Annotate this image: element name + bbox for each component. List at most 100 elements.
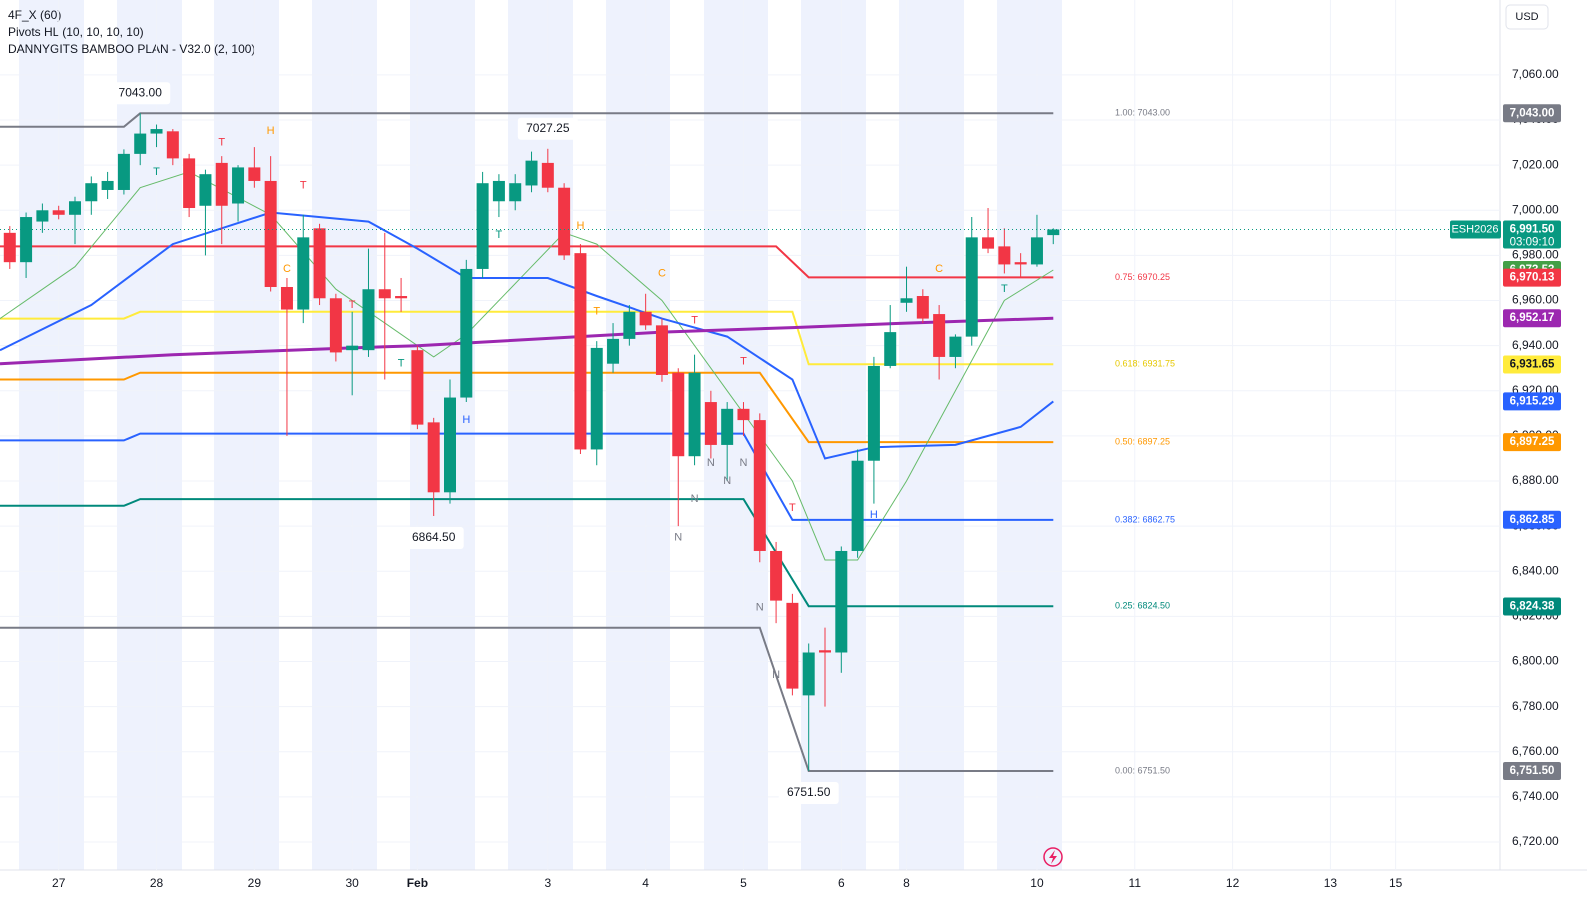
indicator-line: [0, 498, 1054, 608]
indicator-line: [0, 626, 1054, 772]
candle-body: [623, 311, 636, 339]
candle-body: [607, 338, 620, 364]
candle-body: [20, 217, 33, 263]
y-tick-label: 6,800.00: [1512, 654, 1559, 668]
candle-body: [378, 289, 391, 299]
session-band: [117, 0, 182, 870]
signal-marker: T: [691, 315, 698, 327]
replay-icon[interactable]: [1043, 847, 1063, 867]
currency-button[interactable]: [1505, 4, 1549, 30]
x-tick-label: 30: [345, 876, 359, 890]
price-badge-label: 6,862.85: [1510, 514, 1555, 526]
y-tick-label: 6,720.00: [1512, 834, 1559, 848]
candle-body: [949, 336, 962, 357]
y-tick-label: 6,780.00: [1512, 699, 1559, 713]
session-band: [19, 0, 84, 870]
price-badge-label: 6,952.17: [1510, 312, 1555, 324]
signal-marker: N: [691, 493, 699, 505]
candle-body: [770, 550, 783, 601]
candle-body: [884, 332, 897, 366]
x-tick-label: 8: [903, 876, 910, 890]
indicator-line: [0, 432, 1054, 521]
signal-marker: N: [740, 457, 748, 469]
y-tick-label: 6,880.00: [1512, 473, 1559, 487]
session-band: [214, 0, 279, 870]
candle-body: [525, 160, 538, 186]
candle-body: [492, 180, 505, 202]
fib-level-label: 0.382: 6862.75: [1115, 514, 1175, 524]
price-badge: [1503, 761, 1561, 780]
y-tick-label: 6,740.00: [1512, 789, 1559, 803]
candle-body: [574, 253, 587, 450]
price-badge: [1503, 268, 1561, 287]
session-band: [606, 0, 670, 870]
price-badge-label: 6,991.50: [1510, 223, 1555, 235]
pivot-label: 7027.25: [526, 121, 570, 135]
candle-body: [1030, 237, 1043, 265]
pivot-label: 6751.50: [787, 785, 831, 799]
signal-marker: T: [740, 355, 747, 367]
candle-body: [85, 183, 98, 202]
fib-level-label: 0.00: 6751.50: [1115, 765, 1170, 775]
candle-body: [639, 311, 652, 326]
price-badge: [1503, 392, 1561, 411]
instrument-badge: [1450, 220, 1501, 239]
candle-body: [101, 180, 114, 190]
y-tick-label: 7,000.00: [1512, 202, 1559, 216]
fib-level-label: 0.25: 6824.50: [1115, 601, 1170, 611]
signal-marker: N: [674, 531, 682, 543]
candle-body: [753, 420, 766, 551]
candle-body: [444, 397, 456, 493]
pivot-label-box: [403, 526, 464, 549]
instrument-label: ESH2026: [1451, 223, 1498, 235]
candle-body: [655, 325, 668, 375]
candle-body: [835, 550, 848, 653]
x-tick-label: 11: [1129, 876, 1142, 890]
indicator-line: [0, 211, 1054, 460]
indicator-line: [0, 316, 1054, 366]
candle-body: [427, 422, 440, 493]
y-tick-label: 6,960.00: [1512, 293, 1559, 307]
price-badge: [1503, 355, 1561, 374]
signal-marker: N: [707, 457, 715, 469]
signal-marker: T: [218, 136, 225, 148]
indicator-line: [0, 245, 1054, 279]
signal-marker: H: [870, 509, 878, 521]
price-badge: [1503, 220, 1561, 249]
candle-body: [460, 268, 473, 398]
candle-body: [998, 246, 1011, 265]
pivot-label: 7043.00: [119, 85, 163, 99]
x-tick-label: 15: [1389, 876, 1403, 890]
x-tick-label: 6: [838, 876, 845, 890]
x-tick-label: 5: [740, 876, 747, 890]
y-tick-label: 6,980.00: [1512, 248, 1559, 262]
price-badge-label: 6,824.38: [1510, 601, 1555, 613]
signal-marker: H: [576, 220, 584, 232]
x-tick-label: 28: [150, 876, 164, 890]
fib-level-label: 0.75: 6970.25: [1115, 272, 1170, 282]
candle-body: [509, 183, 522, 202]
pivot-label-box: [778, 781, 839, 804]
signal-marker: N: [723, 475, 731, 487]
candle-body: [916, 296, 929, 319]
y-tick-label: 7,020.00: [1512, 157, 1559, 171]
candle-body: [933, 314, 946, 357]
candle-body: [346, 345, 359, 351]
signal-marker: T: [1001, 283, 1008, 295]
price-badge: [1503, 510, 1561, 529]
symbol-label: 4F_X (60): [8, 8, 61, 22]
pivot-label-box: [110, 82, 171, 105]
x-tick-label: 10: [1030, 876, 1044, 890]
signal-marker: T: [349, 299, 356, 311]
candle-body: [786, 602, 799, 689]
signal-marker: T: [300, 179, 307, 191]
price-badge: [1503, 104, 1561, 123]
y-tick-label: 6,840.00: [1512, 563, 1559, 577]
price-badge-label: 6,931.65: [1510, 359, 1555, 371]
candle-body: [558, 187, 571, 256]
signal-marker: C: [658, 267, 666, 279]
signal-marker: N: [772, 669, 780, 681]
candle-body: [36, 210, 49, 222]
